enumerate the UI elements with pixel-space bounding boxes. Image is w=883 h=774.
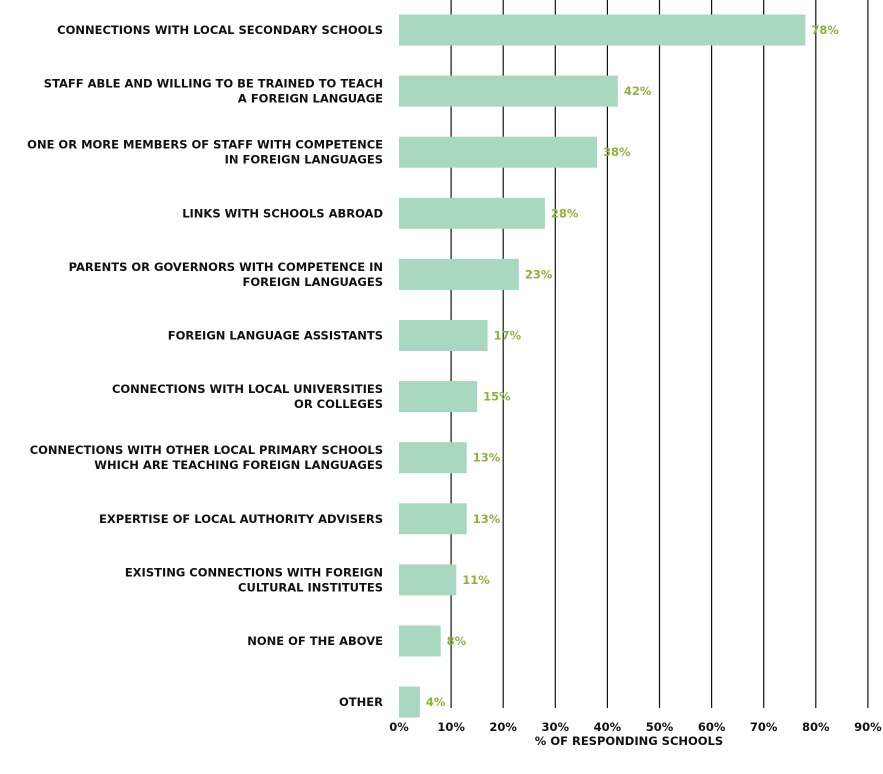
bars [399, 14, 806, 718]
x-tick-label: 0% [389, 720, 409, 734]
x-tick-label: 60% [698, 720, 726, 734]
x-tick-label: 10% [437, 720, 465, 734]
data-label: 8% [447, 634, 467, 648]
x-tick-labels: 0% 10% 20% 30% 40% 50% 60% 70% 80% 90% [389, 720, 882, 734]
data-label: 13% [473, 451, 501, 465]
data-label: 17% [494, 329, 522, 343]
category-label: OTHER [339, 695, 383, 709]
bar [399, 625, 441, 657]
bar [399, 14, 806, 46]
bar [399, 381, 478, 413]
data-label: 11% [462, 573, 490, 587]
category-labels: CONNECTIONS WITH LOCAL SECONDARY SCHOOLS… [27, 23, 383, 709]
x-tick-label: 80% [802, 720, 830, 734]
category-label: EXISTING CONNECTIONS WITH FOREIGN [125, 565, 383, 579]
data-label: 13% [473, 512, 501, 526]
bar [399, 503, 467, 535]
category-label: FOREIGN LANGUAGE ASSISTANTS [168, 329, 383, 343]
category-label: CULTURAL INSTITUTES [238, 580, 383, 594]
data-label: 28% [551, 206, 579, 220]
x-tick-label: 50% [646, 720, 674, 734]
data-label: 42% [624, 84, 652, 98]
x-tick-label: 30% [542, 720, 570, 734]
category-label: EXPERTISE OF LOCAL AUTHORITY ADVISERS [99, 512, 383, 526]
data-label: 15% [483, 390, 511, 404]
data-label: 38% [603, 145, 631, 159]
data-label: 23% [525, 267, 553, 281]
bar [399, 686, 420, 718]
category-label: NONE OF THE ABOVE [247, 634, 383, 648]
x-tick-label: 20% [489, 720, 517, 734]
category-label: STAFF ABLE AND WILLING TO BE TRAINED TO … [44, 77, 383, 91]
category-label: OR COLLEGES [294, 397, 383, 411]
category-label: CONNECTIONS WITH OTHER LOCAL PRIMARY SCH… [30, 443, 383, 457]
category-label: FOREIGN LANGUAGES [243, 275, 383, 289]
category-label: ONE OR MORE MEMBERS OF STAFF WITH COMPET… [27, 138, 383, 152]
bar [399, 442, 467, 474]
value-labels: 78% 42% 38% 28% 23% 17% 15% 13% 13% 11% 8% 4% [426, 23, 840, 709]
bar [399, 564, 457, 596]
x-tick-label: 40% [594, 720, 622, 734]
bar [399, 136, 597, 168]
x-tick-label: 70% [750, 720, 778, 734]
category-label: LINKS WITH SCHOOLS ABROAD [182, 206, 383, 220]
bar [399, 320, 488, 351]
category-label: CONNECTIONS WITH LOCAL SECONDARY SCHOOLS [57, 23, 383, 37]
category-label: WHICH ARE TEACHING FOREIGN LANGUAGES [94, 458, 383, 472]
bar [399, 258, 519, 290]
data-label: 4% [426, 695, 446, 709]
category-label: PARENTS OR GOVERNORS WITH COMPETENCE IN [69, 260, 383, 274]
x-axis-title: % OF RESPONDING SCHOOLS [535, 734, 723, 748]
x-tick-label: 90% [854, 720, 882, 734]
category-label: A FOREIGN LANGUAGE [238, 92, 383, 106]
gridlines [450, 0, 869, 708]
bar [399, 75, 618, 107]
bar [399, 197, 545, 229]
data-label: 78% [811, 23, 839, 37]
category-label: CONNECTIONS WITH LOCAL UNIVERSITIES [112, 382, 383, 396]
category-label: IN FOREIGN LANGUAGES [225, 153, 383, 167]
